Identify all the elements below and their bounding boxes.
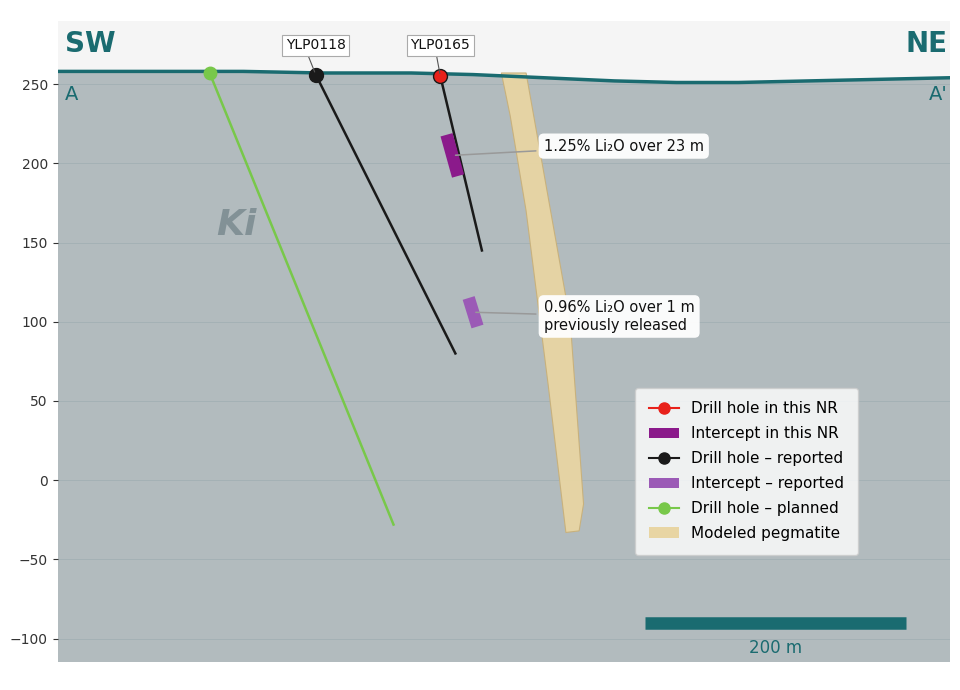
- Text: YLP0118: YLP0118: [286, 39, 346, 52]
- Text: NE: NE: [905, 30, 948, 59]
- Text: 0.96% Li₂O over 1 m
previously released: 0.96% Li₂O over 1 m previously released: [476, 300, 694, 333]
- Polygon shape: [501, 73, 584, 533]
- Legend: Drill hole in this NR, Intercept in this NR, Drill hole – reported, Intercept – : Drill hole in this NR, Intercept in this…: [635, 388, 858, 555]
- Text: SW: SW: [64, 30, 115, 59]
- Text: 200 m: 200 m: [749, 639, 803, 657]
- Polygon shape: [58, 21, 950, 83]
- Text: A: A: [64, 85, 78, 104]
- Text: YLP0165: YLP0165: [411, 39, 470, 52]
- Text: 1.25% Li₂O over 23 m: 1.25% Li₂O over 23 m: [455, 139, 704, 155]
- Text: Ki: Ki: [217, 208, 257, 242]
- Text: A': A': [929, 85, 948, 104]
